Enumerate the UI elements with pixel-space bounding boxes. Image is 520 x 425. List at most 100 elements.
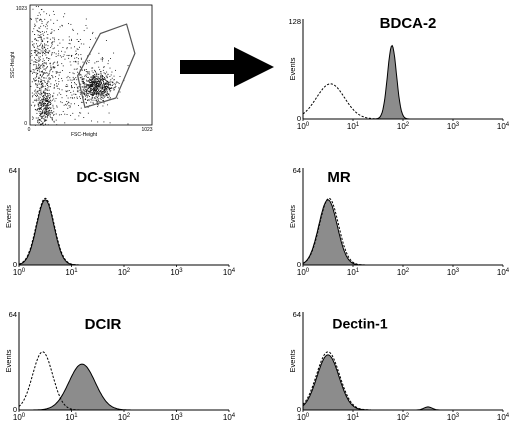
scatter-point: [84, 74, 86, 76]
scatter-point: [45, 112, 47, 114]
scatter-point: [106, 77, 108, 79]
scatter-point: [39, 80, 41, 82]
scatter-point: [114, 83, 116, 85]
scatter-point: [92, 81, 94, 83]
scatter-point: [37, 17, 39, 19]
scatter-x-label: FSC-Height: [71, 132, 98, 138]
scatter-point: [48, 101, 50, 103]
scatter-point: [70, 47, 72, 49]
scatter-point: [90, 87, 92, 89]
scatter-point: [57, 83, 59, 85]
scatter-point: [44, 72, 46, 74]
scatter-point: [90, 84, 92, 86]
scatter-point: [74, 53, 76, 55]
scatter-point: [89, 92, 90, 94]
scatter-point: [87, 95, 89, 97]
scatter-point: [64, 122, 66, 124]
scatter-point: [86, 84, 88, 86]
scatter-point: [46, 57, 48, 59]
scatter-point: [52, 66, 54, 68]
scatter-point: [45, 26, 47, 28]
scatter-point: [101, 91, 103, 93]
scatter-point: [102, 83, 104, 85]
scatter-point: [99, 101, 101, 103]
scatter-point: [69, 77, 71, 79]
scatter-point: [41, 93, 43, 95]
scatter-point: [85, 69, 87, 70]
scatter-point: [52, 104, 54, 106]
scatter-point: [88, 86, 89, 88]
scatter-point: [38, 81, 40, 83]
scatter-point: [105, 94, 107, 96]
scatter-point: [83, 78, 85, 80]
scatter-point: [56, 72, 58, 74]
histogram-title: DC-SIGN: [76, 169, 139, 186]
scatter-point: [64, 58, 66, 60]
scatter-point: [95, 94, 97, 96]
scatter-point: [44, 114, 46, 116]
scatter-point: [83, 93, 84, 95]
scatter-point: [106, 87, 108, 89]
scatter-point: [90, 79, 92, 81]
scatter-point: [48, 105, 50, 107]
scatter-point: [33, 49, 35, 51]
scatter-point: [47, 66, 48, 68]
scatter-point: [35, 92, 37, 94]
scatter-point: [46, 22, 48, 24]
histogram-y-label: Events: [4, 205, 13, 228]
scatter-point: [43, 51, 44, 53]
scatter-point: [41, 71, 43, 73]
scatter-point: [107, 83, 109, 85]
scatter-point: [41, 86, 43, 88]
scatter-point: [96, 72, 98, 74]
scatter-point: [75, 61, 77, 63]
scatter-point: [41, 98, 42, 100]
scatter-point: [41, 98, 43, 100]
scatter-point: [83, 117, 85, 118]
scatter-point: [96, 78, 97, 80]
scatter-point: [78, 74, 80, 76]
scatter-point: [84, 83, 86, 85]
scatter-point: [93, 91, 95, 93]
scatter-point: [84, 69, 86, 71]
scatter-point: [81, 81, 83, 83]
histogram-x-tick-label: 100: [13, 268, 26, 277]
scatter-point: [49, 110, 51, 112]
scatter-point: [104, 96, 106, 98]
scatter-point: [80, 43, 82, 45]
scatter-point: [36, 43, 37, 45]
scatter-point: [109, 83, 111, 85]
scatter-point: [80, 101, 82, 103]
scatter-point: [44, 43, 45, 45]
histogram-x-tick-label: 101: [65, 268, 78, 277]
histogram-x-tick-label: 103: [447, 413, 460, 422]
scatter-point: [44, 107, 46, 109]
scatter-point: [62, 111, 64, 113]
scatter-point: [109, 87, 111, 89]
scatter-point: [44, 103, 46, 104]
scatter-point: [51, 53, 53, 55]
scatter-point: [90, 94, 92, 96]
scatter-point: [39, 53, 41, 55]
scatter-point: [52, 75, 54, 77]
scatter-point: [104, 85, 106, 87]
scatter-point: [43, 62, 45, 64]
scatter-point: [41, 100, 43, 102]
scatter-point: [39, 107, 40, 109]
scatter-point: [43, 60, 45, 62]
scatter-point: [47, 21, 49, 23]
scatter-point: [92, 75, 94, 77]
scatter-point: [49, 71, 51, 73]
scatter-point: [101, 86, 103, 88]
scatter-point: [71, 56, 72, 57]
scatter-point: [85, 24, 87, 26]
scatter-point: [93, 75, 95, 77]
scatter-point: [41, 82, 43, 84]
scatter-point: [30, 71, 32, 72]
scatter-point: [83, 82, 85, 84]
scatter-point: [92, 82, 94, 84]
scatter-point: [105, 82, 107, 84]
scatter-point: [93, 84, 95, 86]
scatter-point: [95, 92, 97, 94]
histogram-filled-series: [302, 199, 503, 266]
